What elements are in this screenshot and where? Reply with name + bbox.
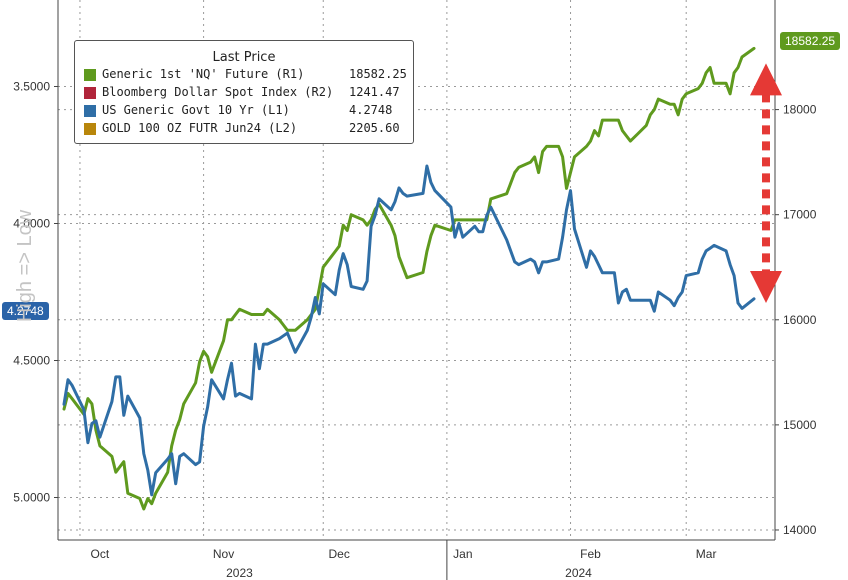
legend-title: Last Price xyxy=(212,50,276,65)
x-year-label: 2023 xyxy=(226,566,253,580)
series-line-us10y xyxy=(62,164,756,497)
legend-swatch xyxy=(84,69,96,81)
legend: Last Price Generic 1st 'NQ' Future (R1) … xyxy=(74,40,414,144)
legend-label: GOLD 100 OZ FUTR Jun24 (L2) xyxy=(102,121,298,135)
legend-swatch xyxy=(84,105,96,117)
right-tick-label: 18000 xyxy=(783,103,817,117)
x-tick-label: Mar xyxy=(696,547,717,561)
left-axis-current-label: 4.2748 xyxy=(2,302,49,320)
legend-entry: US Generic Govt 10 Yr (L1) 4.2748 xyxy=(84,103,406,119)
legend-swatch xyxy=(84,87,96,99)
right-tick-label: 17000 xyxy=(783,208,817,222)
legend-value: 18582.25 xyxy=(349,67,407,81)
legend-value: 4.2748 xyxy=(349,103,393,117)
x-tick-label: Jan xyxy=(453,547,472,561)
legend-value: 1241.47 xyxy=(349,85,400,99)
x-tick-label: Nov xyxy=(213,547,234,561)
left-tick-label: 4.5000 xyxy=(13,354,50,368)
x-year-label: 2024 xyxy=(565,566,592,580)
legend-label: US Generic Govt 10 Yr (L1) xyxy=(102,103,290,117)
right-tick-label: 16000 xyxy=(783,313,817,327)
x-tick-label: Feb xyxy=(580,547,601,561)
legend-label: Generic 1st 'NQ' Future (R1) xyxy=(102,67,305,81)
series xyxy=(62,46,756,511)
legend-entry: GOLD 100 OZ FUTR Jun24 (L2) 2205.60 xyxy=(84,121,406,137)
left-tick-label: 3.5000 xyxy=(13,80,50,94)
right-tick-label: 15000 xyxy=(783,418,817,432)
legend-label: Bloomberg Dollar Spot Index (R2) xyxy=(102,85,334,99)
left-tick-label: 4.0000 xyxy=(13,217,50,231)
arrow-head-up xyxy=(750,63,782,96)
legend-swatch xyxy=(84,123,96,135)
x-tick-label: Dec xyxy=(329,547,350,561)
annotation xyxy=(750,63,782,303)
right-tick-label: 14000 xyxy=(783,523,817,537)
right-axis-current-label: 18582.25 xyxy=(780,32,841,50)
arrow-head-down xyxy=(750,271,782,303)
left-tick-label: 5.0000 xyxy=(13,491,50,505)
axes: 3.5000 4.0000 4.5000 5.0000 14000 15000 16000 1… xyxy=(13,0,817,580)
x-tick-label: Oct xyxy=(91,547,110,561)
legend-entry: Bloomberg Dollar Spot Index (R2) 1241.47 xyxy=(84,85,406,101)
legend-value: 2205.60 xyxy=(349,121,400,135)
legend-entry: Generic 1st 'NQ' Future (R1) 18582.25 xyxy=(84,67,407,83)
left-axis-side-label: High => Low xyxy=(14,209,36,323)
series-line-nq xyxy=(62,46,756,511)
